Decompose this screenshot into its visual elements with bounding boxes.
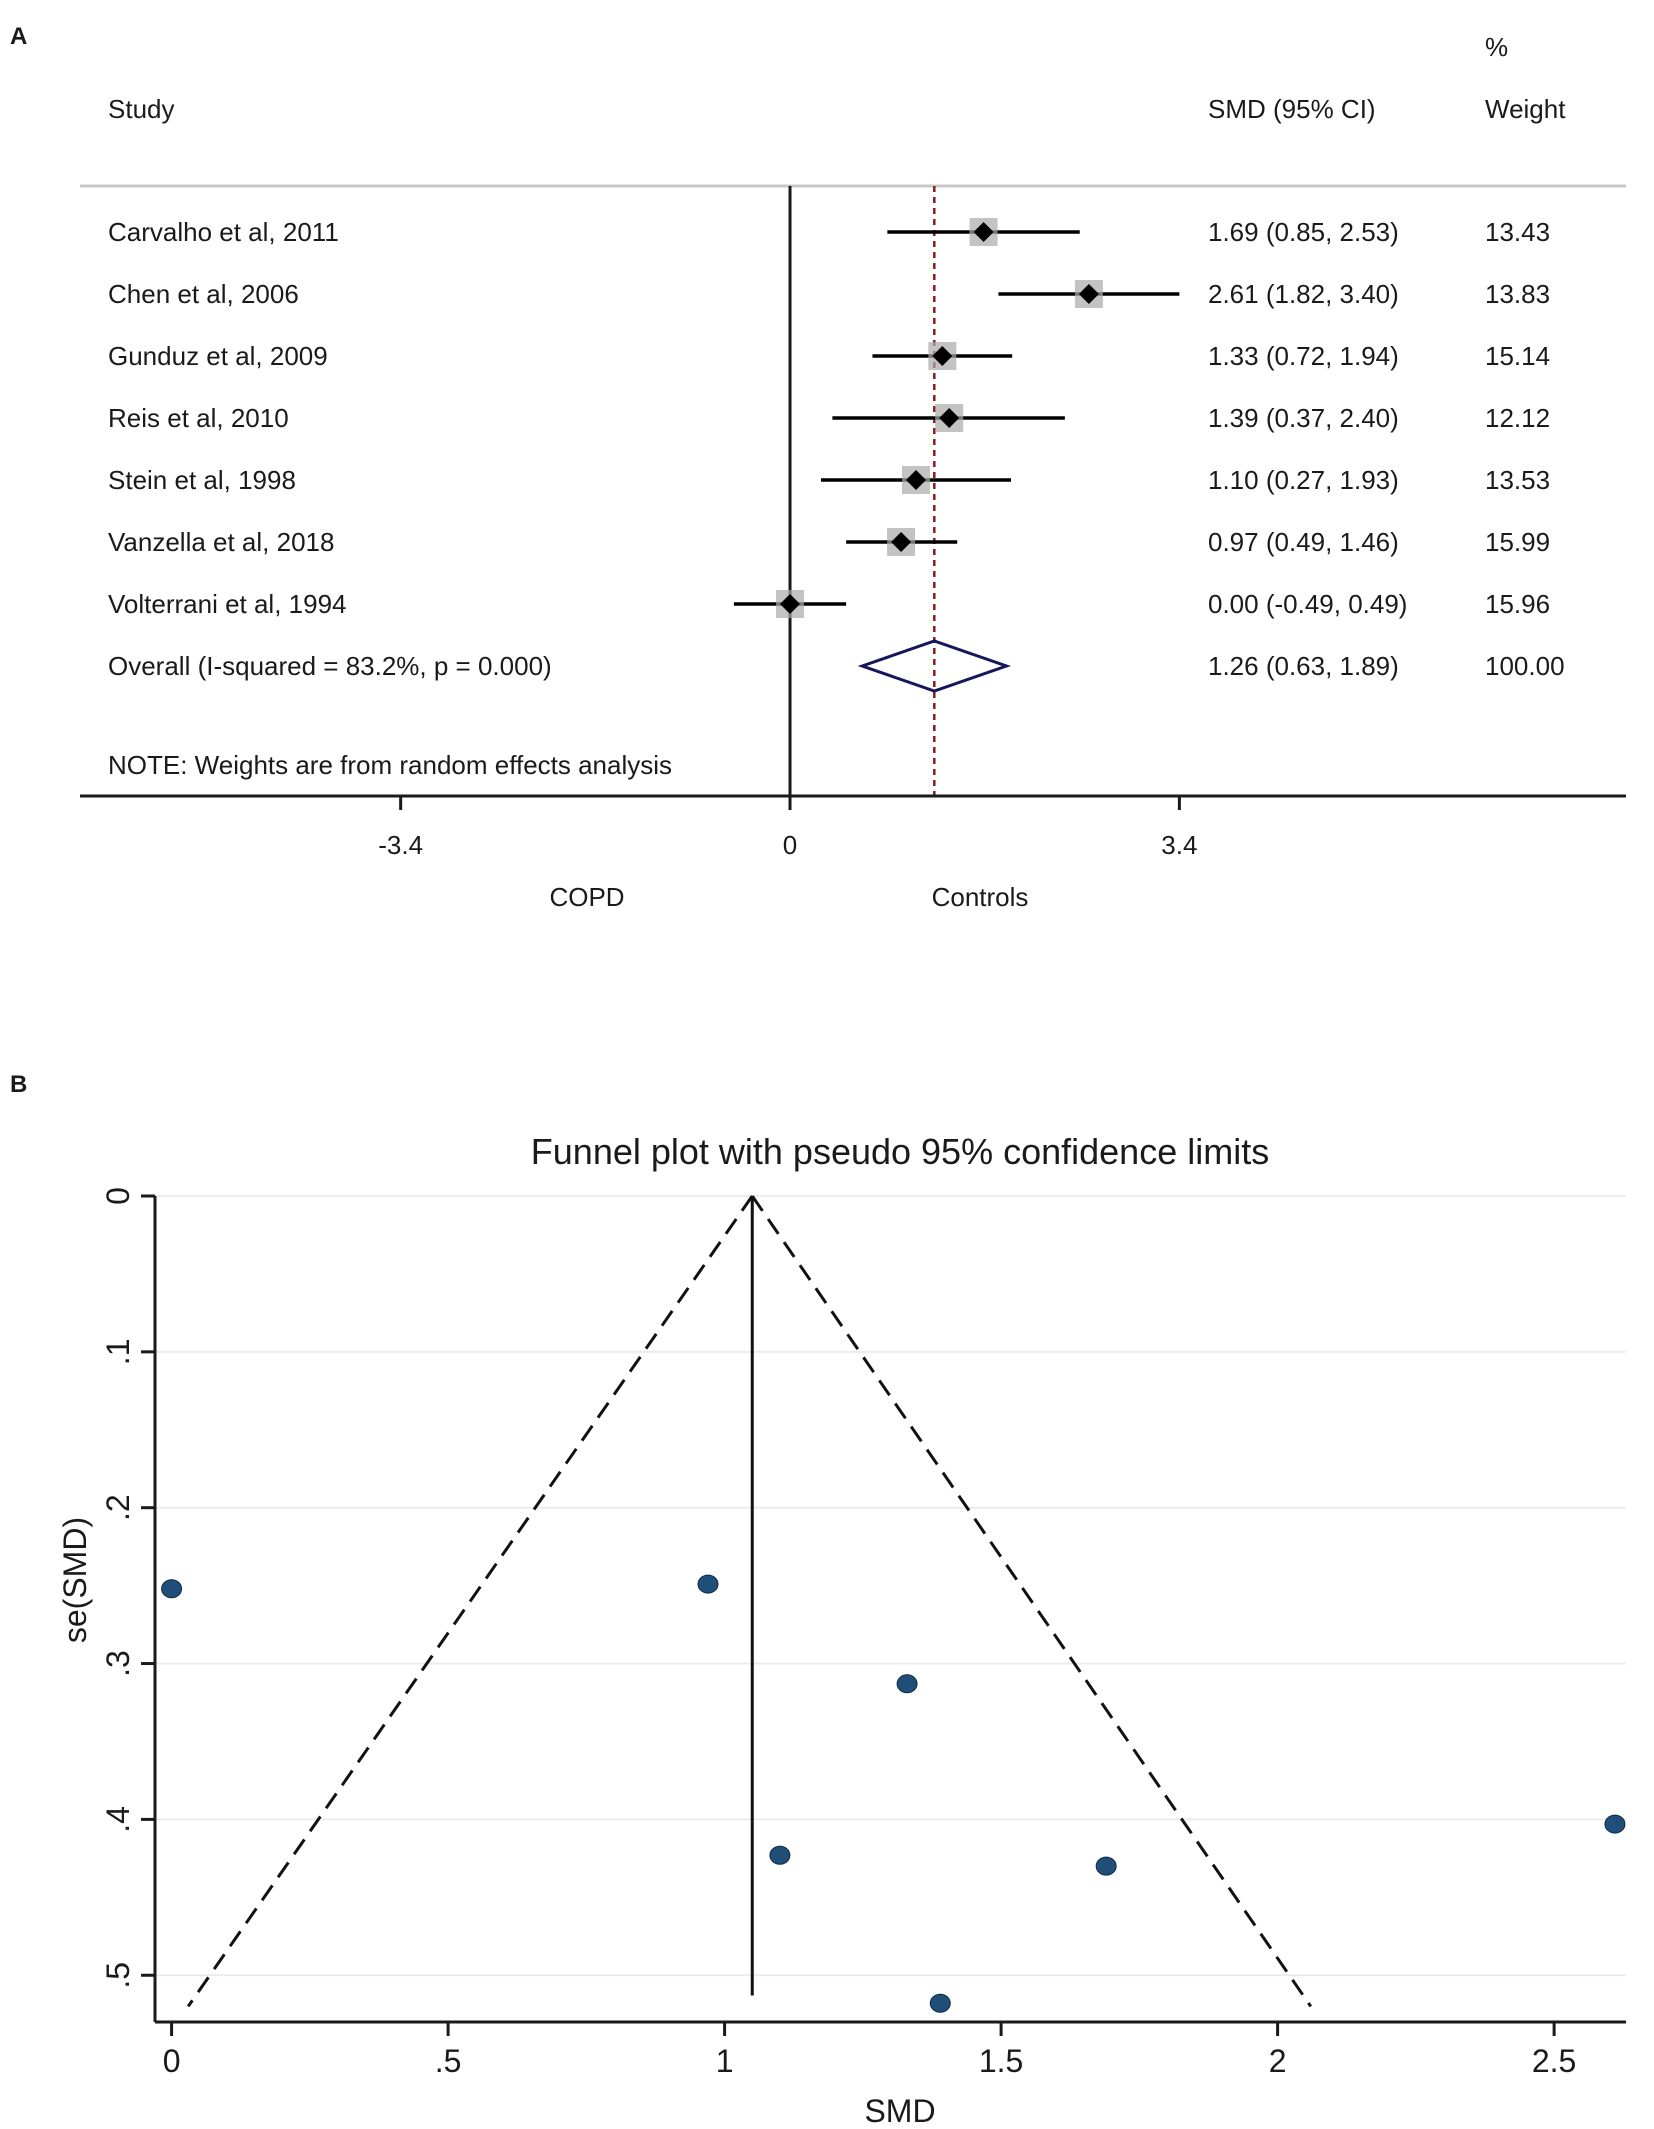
x-tick-label: 2 [1269,2043,1287,2079]
point-estimate-marker [780,594,801,614]
study-weight: 13.53 [1485,465,1550,495]
study-ci-text: 0.00 (-0.49, 0.49) [1208,589,1407,619]
x-tick-label: -3.4 [378,830,423,860]
study-name: Reis et al, 2010 [108,403,289,433]
study-point [929,1993,951,2013]
study-point [161,1579,183,1599]
point-estimate-marker [905,470,926,490]
panel-b-label: B [10,1071,27,1098]
study-name: Vanzella et al, 2018 [108,527,334,557]
study-ci-text: 1.69 (0.85, 2.53) [1208,217,1399,247]
x-tick-label: .5 [435,2043,462,2079]
x-tick-label: 3.4 [1161,830,1197,860]
header-weight-pct: % [1485,32,1508,62]
label-controls: Controls [932,882,1029,912]
forest-rows: Carvalho et al, 2011 1.69 (0.85, 2.53) 13.… [108,186,1565,796]
header-smd: SMD (95% CI) [1208,94,1376,124]
header-study: Study [108,94,175,124]
study-name: Chen et al, 2006 [108,279,299,309]
study-weight: 13.43 [1485,217,1550,247]
point-estimate-marker [939,408,960,428]
study-point [769,1845,791,1865]
y-tick-label: .5 [100,1962,136,1989]
y-tick-label: .3 [100,1650,136,1677]
study-name: Stein et al, 1998 [108,465,296,495]
study-ci-text: 1.33 (0.72, 1.94) [1208,341,1399,371]
funnel-y-label: se(SMD) [57,1517,93,1643]
funnel-left-limit [186,1195,754,2008]
study-point [1604,1814,1626,1834]
y-tick-label: .4 [100,1806,136,1833]
overall-weight: 100.00 [1485,651,1565,681]
overall-label: Overall (I-squared = 83.2%, p = 0.000) [108,651,552,681]
study-ci-text: 1.39 (0.37, 2.40) [1208,403,1399,433]
point-estimate-marker [891,532,912,552]
panel-a-label: A [10,23,27,50]
study-name: Volterrani et al, 1994 [108,589,347,619]
study-weight: 12.12 [1485,403,1550,433]
forest-ticks: -3.4 0 3.4 [378,796,1197,860]
x-tick-label: 1 [716,2043,734,2079]
study-weight: 15.14 [1485,341,1550,371]
funnel-lines [186,1195,1313,2008]
study-point [697,1574,719,1594]
funnel-points [161,1574,1626,2013]
y-tick-label: 0 [100,1187,136,1205]
forest-plot: % Study SMD (95% CI) Weight Carvalho et … [80,32,1626,912]
y-tick-label: .1 [100,1339,136,1366]
x-tick-label: 0 [163,2043,181,2079]
x-tick-label: 2.5 [1532,2043,1576,2079]
study-name: Gunduz et al, 2009 [108,341,328,371]
point-estimate-marker [1078,284,1099,304]
funnel-gridlines [155,1195,1626,1977]
study-point [1095,1856,1117,1876]
x-tick-label: 0 [783,830,797,860]
study-weight: 13.83 [1485,279,1550,309]
study-weight: 15.99 [1485,527,1550,557]
study-ci-text: 1.10 (0.27, 1.93) [1208,465,1399,495]
study-weight: 15.96 [1485,589,1550,619]
study-point [896,1674,918,1694]
funnel-axes: 0 .5 1 1.5 2 2.5 0 .1 .2 .3 .4 .5 [100,1187,1626,2079]
forest-note: NOTE: Weights are from random effects an… [108,750,672,780]
overall-diamond [857,639,1012,693]
point-estimate-marker [932,346,953,366]
x-tick-label: 1.5 [979,2043,1023,2079]
overall-ci-text: 1.26 (0.63, 1.89) [1208,651,1399,681]
study-ci-text: 2.61 (1.82, 3.40) [1208,279,1399,309]
y-tick-label: .2 [100,1494,136,1521]
study-name: Carvalho et al, 2011 [108,217,339,247]
study-ci-text: 0.97 (0.49, 1.46) [1208,527,1399,557]
header-weight: Weight [1485,94,1566,124]
label-copd: COPD [549,882,624,912]
funnel-plot: Funnel plot with pseudo 95% confidence l… [57,1131,1626,2129]
funnel-title: Funnel plot with pseudo 95% confidence l… [531,1131,1269,1172]
funnel-right-limit [751,1195,1313,2008]
point-estimate-marker [973,222,994,242]
funnel-x-label: SMD [864,2093,935,2129]
